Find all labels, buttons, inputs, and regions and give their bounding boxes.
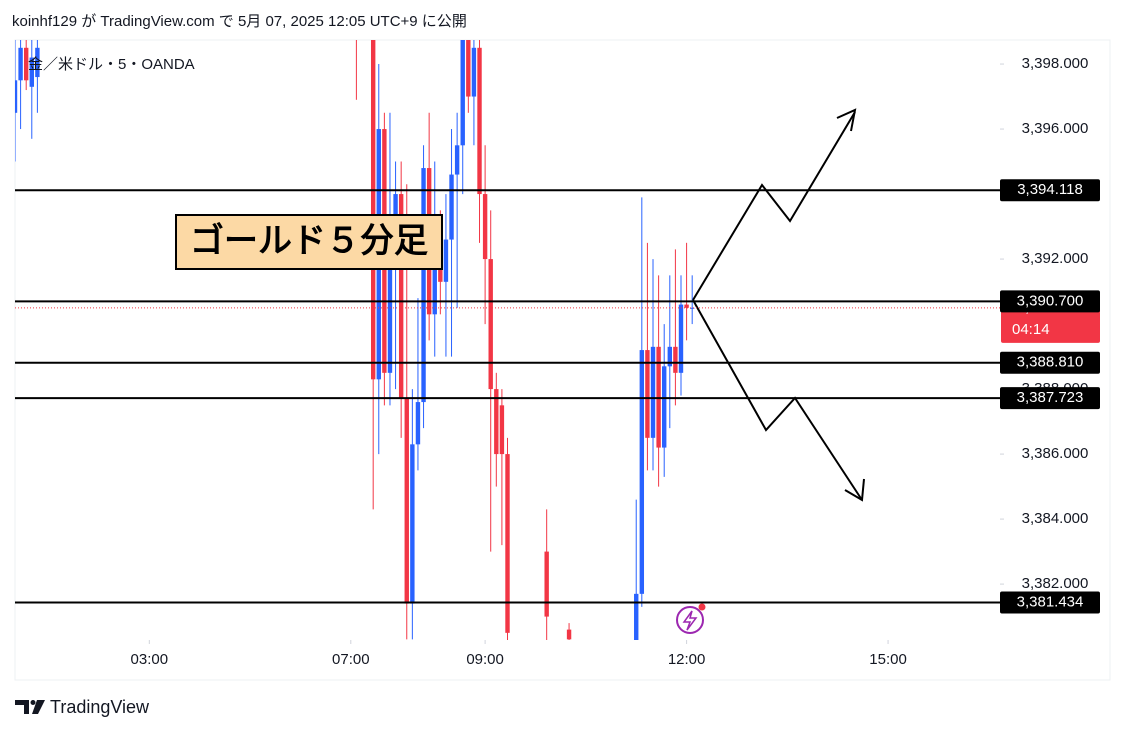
level-label-box [1000,351,1100,374]
header: koinhf129 が TradingView.com で 5月 07, 202… [12,13,467,30]
candle-body [29,57,34,87]
candle-body [544,551,549,617]
candle-body [449,174,454,240]
x-tick-label: 15:00 [869,651,907,668]
countdown: 04:14 [1012,321,1050,338]
x-tick-label: 09:00 [466,651,504,668]
level-label: 3,381.434 [1017,593,1084,610]
candle-body [673,346,678,373]
y-tick-label: 3,384.000 [1022,510,1089,527]
logo-mark [32,700,45,714]
x-tick-label: 03:00 [131,651,169,668]
candle-body [460,40,465,146]
logo-mark [15,700,29,714]
candle-body [404,398,409,604]
candle-body [639,350,645,594]
level-label: 3,390.700 [1017,292,1084,309]
down-arrow [692,299,863,501]
arrow-head [836,108,857,132]
logo-dot [30,700,36,705]
candle-body [488,259,493,390]
candle-body [477,47,482,195]
candle-body [443,239,449,282]
event-icon[interactable] [676,606,704,634]
candle-body [398,194,404,399]
chart-frame [14,39,1111,681]
event-dot [698,603,706,611]
candle-body [505,454,510,633]
candle-body [650,346,656,438]
level-label-box [1000,290,1100,313]
candle-body [23,47,29,81]
annotation: ゴールド５分足 [190,221,428,260]
arrow-head [844,478,865,502]
level-label: 3,394.118 [1017,181,1083,198]
candle-body [667,346,673,367]
y-tick-label: 3,398.000 [1022,55,1089,72]
candle-body [370,40,376,380]
candle-body [499,405,505,455]
symbol: 金／米ドル・5・OANDA [28,56,195,73]
candle-body [566,629,572,640]
footer: TradingView [50,697,150,717]
up-arrow [692,111,856,301]
candle-body [454,145,460,175]
x-tick-label: 12:00 [668,651,706,668]
candle-body [387,259,393,373]
logo [15,700,45,714]
x-tick-label: 07:00 [332,651,370,668]
candle-body [35,47,40,78]
level-label: 3,387.723 [1017,389,1084,406]
y-tick-label: 3,382.000 [1022,575,1089,592]
level-label-box [1000,591,1100,614]
candle-body [494,389,499,455]
level-label-box [1000,387,1100,410]
candle-body [466,40,471,97]
y-tick-label: 3,386.000 [1022,445,1089,462]
arrows [692,108,865,502]
level-label: 3,388.810 [1017,354,1084,371]
bolt [682,610,698,631]
level-label-box [1000,179,1100,202]
y-tick-label: 3,396.000 [1022,120,1089,137]
candle-body [634,593,639,640]
candle-body [15,80,18,113]
candle-body [410,444,415,604]
candle-body [421,168,426,403]
candle-body [471,47,477,97]
candle-body [18,47,23,81]
candle-body [432,226,437,315]
annotation-box [175,214,443,270]
candle-body [415,402,421,445]
candle-body [662,366,667,448]
candle-body [689,307,695,309]
candle-body [678,304,684,373]
candle-body [645,350,650,438]
y-tick-label: 3,392.000 [1022,250,1089,267]
candle-body [684,304,689,308]
candle-body [482,194,488,260]
